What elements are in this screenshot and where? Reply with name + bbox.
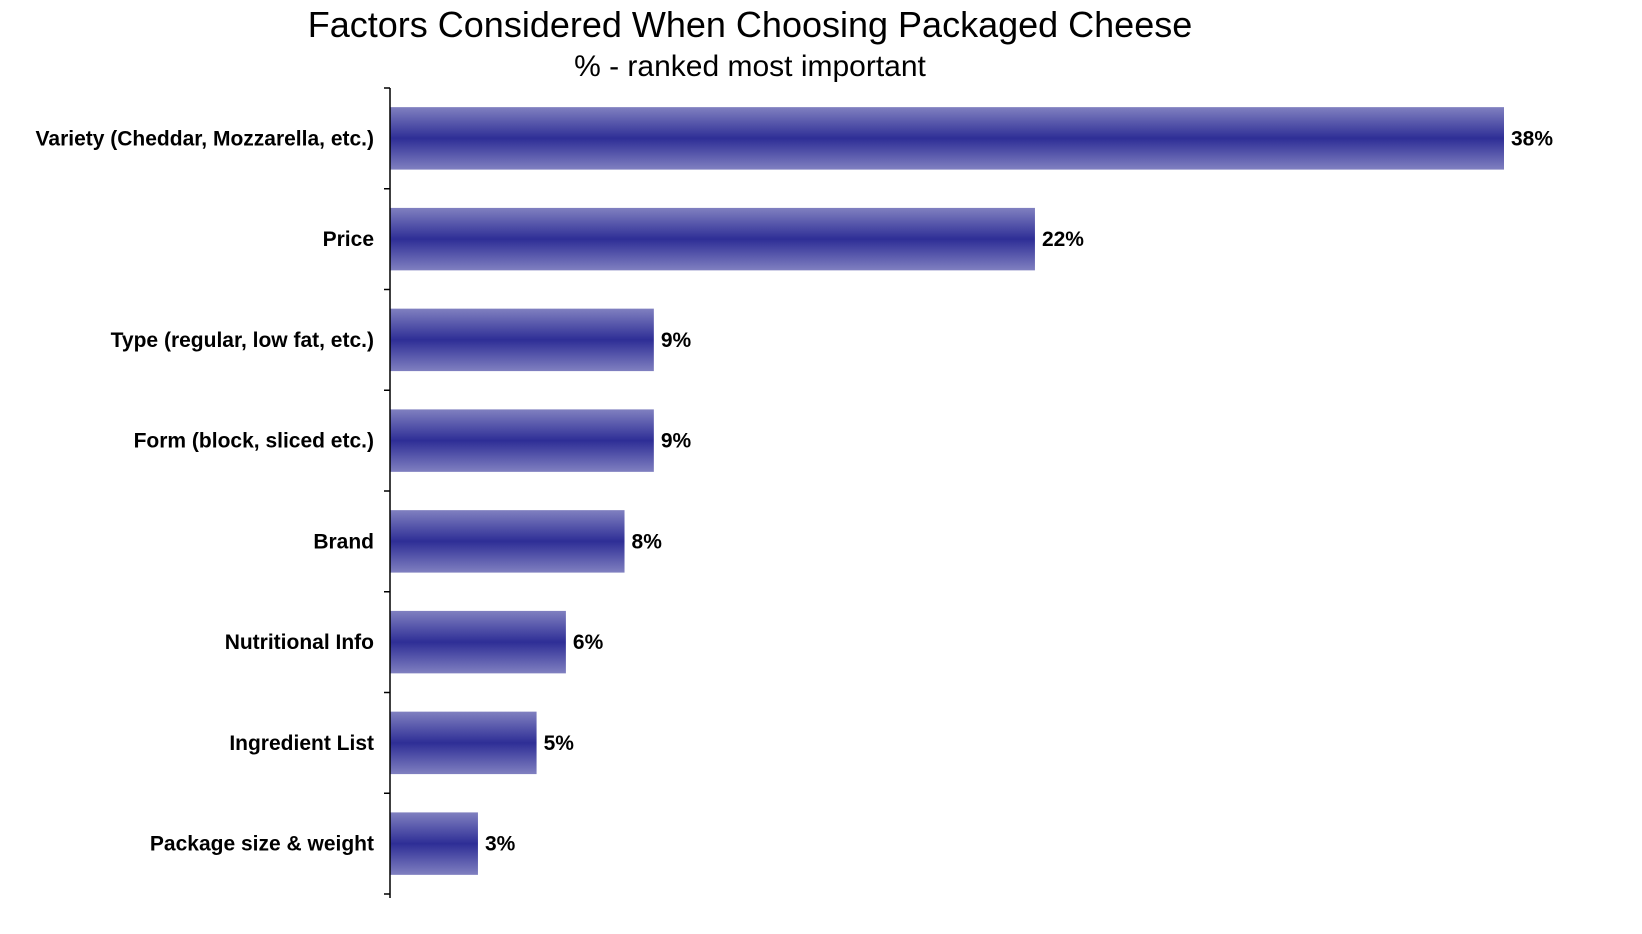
bar-3 [390, 409, 654, 472]
category-label: Package size & weight [150, 833, 374, 856]
chart-title: Factors Considered When Choosing Package… [307, 4, 1193, 45]
bars-layer [390, 107, 1504, 875]
chart-subtitle: % - ranked most important [574, 50, 926, 83]
category-label: Nutritional Info [225, 631, 374, 654]
bar-2 [390, 308, 654, 372]
value-label: 9% [661, 329, 692, 352]
bar-6 [390, 711, 537, 775]
bar-5 [390, 610, 566, 674]
value-label: 5% [544, 732, 575, 755]
bar-7 [390, 812, 478, 875]
category-label: Variety (Cheddar, Mozzarella, etc.) [36, 127, 374, 150]
category-label: Price [323, 228, 374, 251]
value-label: 38% [1511, 127, 1553, 150]
bar-4 [390, 510, 625, 573]
category-label: Brand [313, 530, 374, 553]
bar-0 [390, 107, 1504, 170]
category-label: Form (block, sliced etc.) [134, 430, 374, 453]
bar-1 [390, 207, 1035, 271]
value-label: 8% [632, 530, 663, 553]
y-axis [384, 87, 391, 898]
value-label: 3% [485, 833, 516, 856]
category-label: Ingredient List [229, 732, 374, 755]
value-label: 22% [1042, 228, 1084, 251]
category-label: Type (regular, low fat, etc.) [111, 329, 374, 352]
labels-layer: Variety (Cheddar, Mozzarella, etc.) 38% Pr… [36, 127, 1554, 855]
value-label: 9% [661, 430, 692, 453]
value-label: 6% [573, 631, 604, 654]
